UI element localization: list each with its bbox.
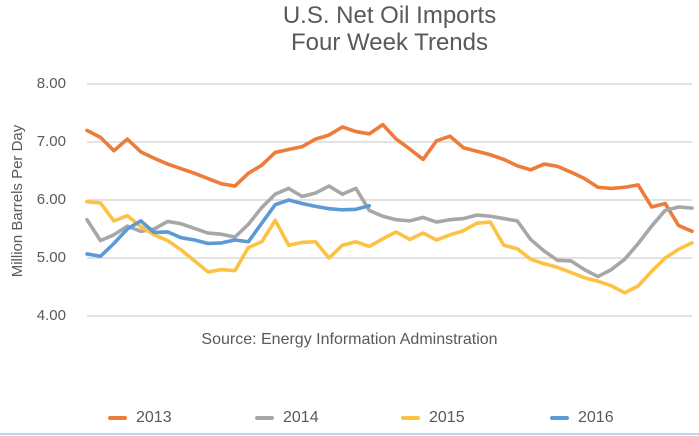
- series-line-2014: [85, 184, 694, 279]
- legend-label-2016: 2016: [578, 409, 614, 426]
- legend-item-2016: 2016: [550, 407, 614, 429]
- legend-label-2013: 2013: [136, 409, 172, 426]
- source-note: Source: Energy Information Adminstration: [201, 331, 498, 348]
- legend-dash-2016: [550, 416, 569, 420]
- legend-dash-2015: [401, 416, 420, 420]
- series-line-2013: [85, 122, 694, 234]
- y-tick-6: 6.00: [36, 191, 66, 208]
- legend-item-2014: 2014: [255, 407, 319, 429]
- series-line-2015: [85, 199, 694, 295]
- bottom-border-line: [0, 433, 699, 435]
- legend-item-2013: 2013: [108, 407, 172, 429]
- legend-label-2015: 2015: [429, 409, 465, 426]
- legend-dash-2014: [255, 416, 274, 420]
- legend: 2013 2014 2015 2016: [0, 407, 699, 431]
- legend-dash-2013: [108, 416, 127, 420]
- y-tick-8: 8.00: [36, 75, 66, 92]
- chart-title-line2: Four Week Trends: [291, 29, 488, 56]
- y-tick-5: 5.00: [36, 249, 66, 266]
- y-tick-4: 4.00: [36, 307, 66, 324]
- series-line-2016: [85, 198, 372, 259]
- chart-title: U.S. Net Oil Imports Four Week Trends: [87, 2, 692, 56]
- y-tick-7: 7.00: [36, 133, 66, 150]
- legend-label-2014: 2014: [283, 409, 319, 426]
- legend-item-2015: 2015: [401, 407, 465, 429]
- chart-title-line1: U.S. Net Oil Imports: [282, 2, 497, 29]
